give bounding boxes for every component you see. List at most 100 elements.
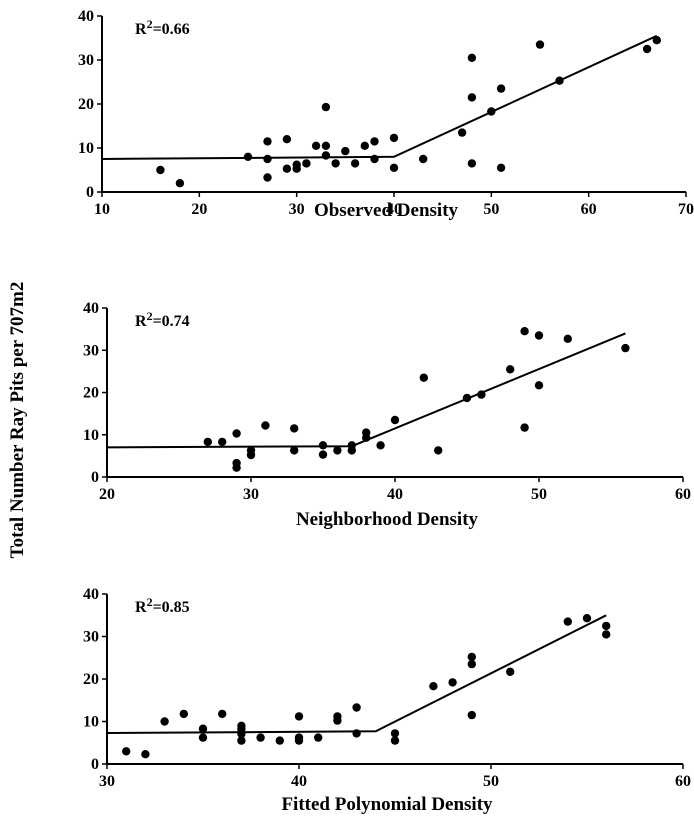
r-squared-exponent: 2 [147,17,153,31]
fitted-line [106,614,607,734]
scatter-panel-3: 0 10 20 30 40 30 40 50 60 Fitted Polynomial Densi… [83,586,691,815]
data-point [263,154,272,164]
x-tick-label: 40 [387,486,403,503]
data-point [534,381,544,390]
data-point [467,652,476,662]
r-squared-value: =0.74 [153,313,190,330]
data-point [243,152,253,161]
r-squared-symbol: R [135,21,147,38]
data-point [333,716,342,725]
data-point [496,84,506,93]
data-point [290,424,299,433]
data-point [352,729,361,738]
y-tick-label: 20 [83,385,99,402]
data-point [419,373,428,382]
scatter-panel-2: 0 10 20 30 40 20 30 40 50 60 Neighborhood Density R… [83,300,691,530]
data-point [535,40,545,49]
data-point [563,334,572,343]
r-squared-value: =0.66 [153,21,190,38]
data-point [156,165,165,175]
r-squared-symbol: R [135,313,147,330]
x-tick-label: 40 [291,773,307,790]
data-point [389,163,399,172]
y-tick-label: 30 [83,629,99,646]
data-point [321,151,331,160]
data-point [246,450,256,460]
data-point [314,733,323,742]
data-point [555,76,564,85]
data-point [282,164,292,173]
fitted-line [101,34,658,160]
x-tick-label: 30 [243,486,259,503]
r-squared-annotation: R2=0.74 [135,309,190,330]
data-point [370,154,379,164]
data-point [462,393,472,403]
data-point [429,682,438,691]
y-tick-label: 40 [78,8,94,25]
data-point [232,463,241,472]
r-squared-annotation: R2=0.66 [135,17,190,38]
shared-y-axis-title: Total Number Ray Pits per 707m2 [7,282,28,559]
data-point [390,729,400,738]
data-point [160,717,169,726]
y-tick-label: 40 [83,300,99,317]
r-squared-exponent: 2 [147,309,153,323]
x-tick-label: 40 [386,201,402,218]
data-point [563,617,572,626]
data-point [341,146,350,156]
x-tick-label: 50 [531,486,547,503]
x-tick-label: 30 [99,773,115,790]
x-tick-label: 10 [94,201,110,218]
r-squared-annotation: R2=0.85 [135,595,190,616]
data-point [203,437,212,447]
data-point [261,421,270,430]
data-point [477,390,486,399]
x-tick-label: 70 [678,201,694,218]
r-squared-value: =0.85 [153,599,190,616]
data-point [362,433,371,442]
data-point [256,733,265,742]
x-tick-label: 50 [483,201,499,218]
y-tick-label: 10 [83,714,99,731]
y-tick-label: 10 [78,140,94,157]
data-point [311,141,321,150]
data-point [282,135,292,144]
data-point [198,733,208,742]
data-point [457,128,467,137]
x-tick-label: 60 [581,201,597,218]
data-point [350,159,360,168]
data-point [198,724,208,733]
y-tick-label: 10 [83,427,99,444]
data-point [390,736,400,745]
data-point [141,750,150,759]
data-point [294,712,304,721]
r-squared-exponent: 2 [147,595,153,609]
data-point [520,327,529,336]
data-point [434,446,443,455]
data-point [582,614,592,623]
data-point [652,36,661,45]
x-axis-title: Fitted Polynomial Density [281,794,493,815]
y-tick-label: 20 [78,96,94,113]
data-point [179,709,188,719]
data-point [621,343,630,353]
y-tick-label: 0 [91,756,99,773]
data-point [263,173,272,182]
x-tick-label: 20 [99,486,115,503]
data-point [352,703,361,712]
data-point [506,365,515,374]
data-point [506,667,515,676]
x-tick-label: 30 [289,201,305,218]
data-point [642,44,652,54]
y-tick-label: 30 [83,342,99,359]
x-tick-label: 60 [675,486,691,503]
data-point [390,415,400,425]
data-point [467,710,476,720]
x-tick-label: 20 [191,201,207,218]
data-point [602,621,611,631]
data-point [347,446,356,455]
data-point [321,102,331,112]
y-tick-label: 20 [83,671,99,688]
data-point [602,630,611,639]
